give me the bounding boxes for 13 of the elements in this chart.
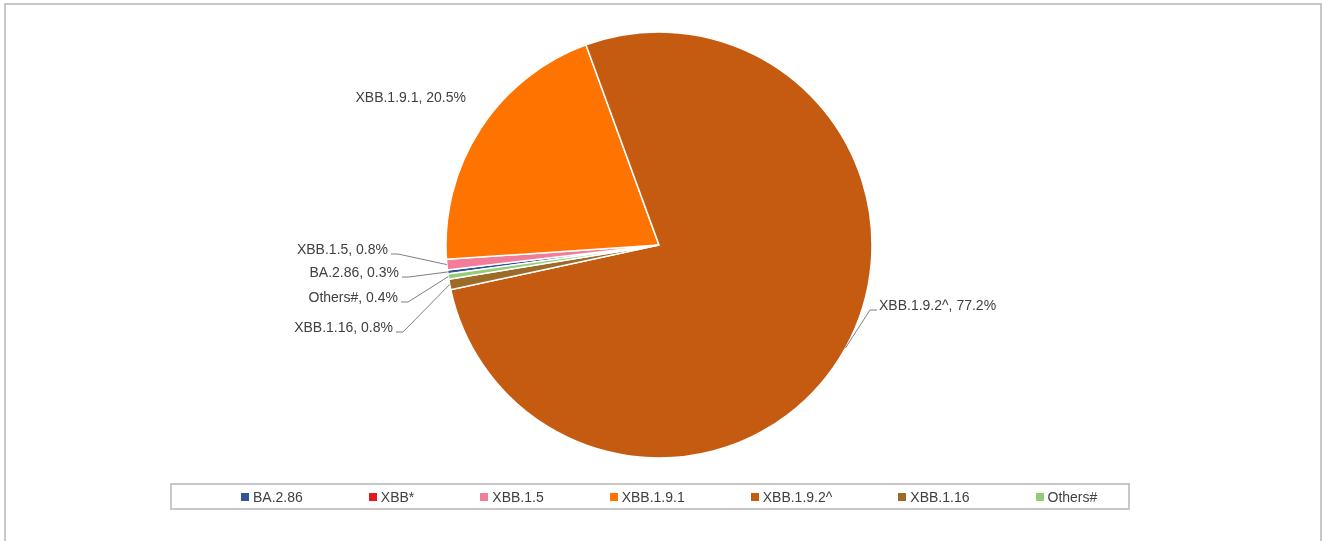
legend-label: XBB.1.9.1	[621, 488, 685, 505]
data-label: BA.2.86, 0.3%	[309, 264, 399, 280]
legend-label: Others#	[1047, 488, 1098, 505]
data-label: XBB.1.16, 0.8%	[294, 319, 393, 335]
legend-label: BA.2.86	[253, 488, 303, 505]
data-label: XBB.1.9.1, 20.5%	[355, 89, 466, 105]
data-label: XBB.1.9.2^, 77.2%	[879, 297, 997, 313]
data-label: Others#, 0.4%	[308, 289, 398, 305]
legend-label: XBB*	[380, 488, 415, 505]
legend-label: XBB.1.5	[492, 488, 544, 505]
legend-label: XBB.1.16	[910, 488, 970, 505]
legend-label: XBB.1.9.2^	[762, 488, 833, 505]
data-label: XBB.1.5, 0.8%	[296, 241, 388, 257]
